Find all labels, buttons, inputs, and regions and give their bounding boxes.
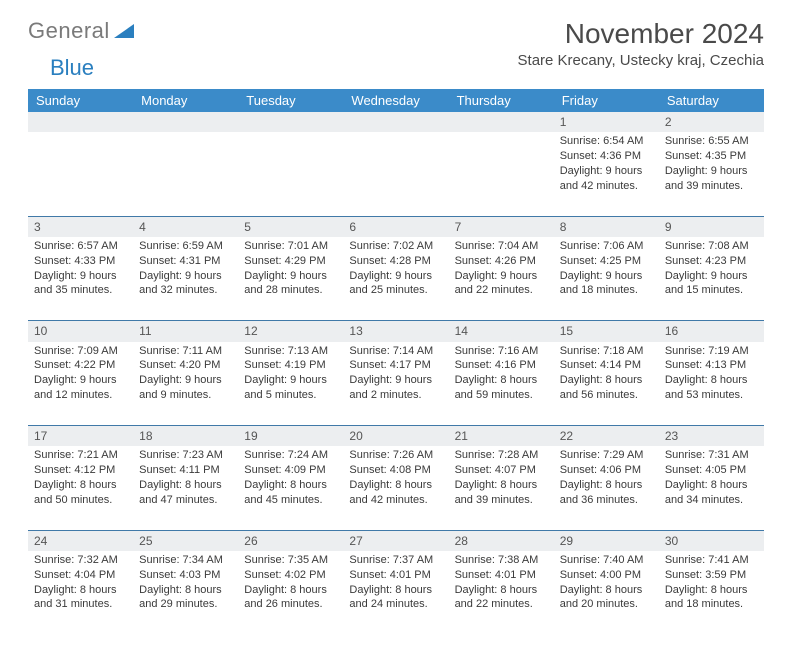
day-number: 29 [554, 530, 659, 551]
day-cell: Sunrise: 6:57 AMSunset: 4:33 PMDaylight:… [28, 237, 133, 321]
day-number: 24 [28, 530, 133, 551]
day-cell: Sunrise: 7:23 AMSunset: 4:11 PMDaylight:… [133, 446, 238, 530]
day-number: 19 [238, 426, 343, 447]
day-cell: Sunrise: 7:41 AMSunset: 3:59 PMDaylight:… [659, 551, 764, 635]
day-cell [28, 132, 133, 216]
day-cell: Sunrise: 7:32 AMSunset: 4:04 PMDaylight:… [28, 551, 133, 635]
calendar-week-row: Sunrise: 7:09 AMSunset: 4:22 PMDaylight:… [28, 342, 764, 426]
day-number: 8 [554, 216, 659, 237]
day-number [449, 112, 554, 132]
day-number [28, 112, 133, 132]
day-cell: Sunrise: 7:29 AMSunset: 4:06 PMDaylight:… [554, 446, 659, 530]
day-cell: Sunrise: 6:55 AMSunset: 4:35 PMDaylight:… [659, 132, 764, 216]
day-number: 11 [133, 321, 238, 342]
day-cell [133, 132, 238, 216]
day-number: 14 [449, 321, 554, 342]
logo-triangle-icon [114, 18, 134, 44]
day-number: 5 [238, 216, 343, 237]
day-cell: Sunrise: 7:28 AMSunset: 4:07 PMDaylight:… [449, 446, 554, 530]
weekday-tuesday: Tuesday [238, 89, 343, 112]
day-number [238, 112, 343, 132]
daynum-row: 10111213141516 [28, 321, 764, 342]
day-number: 30 [659, 530, 764, 551]
day-number: 25 [133, 530, 238, 551]
day-cell: Sunrise: 7:37 AMSunset: 4:01 PMDaylight:… [343, 551, 448, 635]
day-cell: Sunrise: 7:19 AMSunset: 4:13 PMDaylight:… [659, 342, 764, 426]
day-cell: Sunrise: 7:08 AMSunset: 4:23 PMDaylight:… [659, 237, 764, 321]
day-number: 3 [28, 216, 133, 237]
daynum-row: 17181920212223 [28, 426, 764, 447]
weekday-saturday: Saturday [659, 89, 764, 112]
day-cell: Sunrise: 6:54 AMSunset: 4:36 PMDaylight:… [554, 132, 659, 216]
day-number: 27 [343, 530, 448, 551]
weekday-thursday: Thursday [449, 89, 554, 112]
day-number: 2 [659, 112, 764, 132]
weekday-wednesday: Wednesday [343, 89, 448, 112]
day-cell: Sunrise: 6:59 AMSunset: 4:31 PMDaylight:… [133, 237, 238, 321]
day-number: 1 [554, 112, 659, 132]
day-cell: Sunrise: 7:18 AMSunset: 4:14 PMDaylight:… [554, 342, 659, 426]
calendar-week-row: Sunrise: 7:32 AMSunset: 4:04 PMDaylight:… [28, 551, 764, 635]
day-number: 15 [554, 321, 659, 342]
day-number: 10 [28, 321, 133, 342]
day-cell: Sunrise: 7:01 AMSunset: 4:29 PMDaylight:… [238, 237, 343, 321]
daynum-row: 24252627282930 [28, 530, 764, 551]
day-cell: Sunrise: 7:31 AMSunset: 4:05 PMDaylight:… [659, 446, 764, 530]
daynum-row: 3456789 [28, 216, 764, 237]
calendar-table: SundayMondayTuesdayWednesdayThursdayFrid… [28, 89, 764, 635]
day-cell [449, 132, 554, 216]
day-cell: Sunrise: 7:11 AMSunset: 4:20 PMDaylight:… [133, 342, 238, 426]
day-cell: Sunrise: 7:06 AMSunset: 4:25 PMDaylight:… [554, 237, 659, 321]
day-number: 22 [554, 426, 659, 447]
day-cell: Sunrise: 7:16 AMSunset: 4:16 PMDaylight:… [449, 342, 554, 426]
day-number: 17 [28, 426, 133, 447]
logo-word1: General [28, 18, 110, 44]
location: Stare Krecany, Ustecky kraj, Czechia [518, 52, 764, 69]
day-number: 28 [449, 530, 554, 551]
day-cell: Sunrise: 7:04 AMSunset: 4:26 PMDaylight:… [449, 237, 554, 321]
day-cell [238, 132, 343, 216]
day-number: 23 [659, 426, 764, 447]
day-number: 18 [133, 426, 238, 447]
day-number: 6 [343, 216, 448, 237]
day-cell: Sunrise: 7:02 AMSunset: 4:28 PMDaylight:… [343, 237, 448, 321]
logo: General [28, 18, 134, 44]
logo-word2: Blue [50, 55, 94, 80]
day-number: 9 [659, 216, 764, 237]
calendar-week-row: Sunrise: 7:21 AMSunset: 4:12 PMDaylight:… [28, 446, 764, 530]
daynum-row: 12 [28, 112, 764, 132]
day-number: 12 [238, 321, 343, 342]
day-cell [343, 132, 448, 216]
day-number: 20 [343, 426, 448, 447]
day-number: 13 [343, 321, 448, 342]
calendar-week-row: Sunrise: 6:57 AMSunset: 4:33 PMDaylight:… [28, 237, 764, 321]
day-number: 26 [238, 530, 343, 551]
weekday-header-row: SundayMondayTuesdayWednesdayThursdayFrid… [28, 89, 764, 112]
weekday-sunday: Sunday [28, 89, 133, 112]
weekday-monday: Monday [133, 89, 238, 112]
calendar-week-row: Sunrise: 6:54 AMSunset: 4:36 PMDaylight:… [28, 132, 764, 216]
day-cell: Sunrise: 7:26 AMSunset: 4:08 PMDaylight:… [343, 446, 448, 530]
day-cell: Sunrise: 7:13 AMSunset: 4:19 PMDaylight:… [238, 342, 343, 426]
day-number: 16 [659, 321, 764, 342]
day-number: 21 [449, 426, 554, 447]
day-cell: Sunrise: 7:34 AMSunset: 4:03 PMDaylight:… [133, 551, 238, 635]
day-cell: Sunrise: 7:35 AMSunset: 4:02 PMDaylight:… [238, 551, 343, 635]
day-cell: Sunrise: 7:21 AMSunset: 4:12 PMDaylight:… [28, 446, 133, 530]
day-cell: Sunrise: 7:40 AMSunset: 4:00 PMDaylight:… [554, 551, 659, 635]
day-number: 7 [449, 216, 554, 237]
day-cell: Sunrise: 7:38 AMSunset: 4:01 PMDaylight:… [449, 551, 554, 635]
day-number [343, 112, 448, 132]
day-cell: Sunrise: 7:09 AMSunset: 4:22 PMDaylight:… [28, 342, 133, 426]
day-cell: Sunrise: 7:14 AMSunset: 4:17 PMDaylight:… [343, 342, 448, 426]
day-number [133, 112, 238, 132]
day-number: 4 [133, 216, 238, 237]
day-cell: Sunrise: 7:24 AMSunset: 4:09 PMDaylight:… [238, 446, 343, 530]
month-title: November 2024 [518, 18, 764, 50]
weekday-friday: Friday [554, 89, 659, 112]
